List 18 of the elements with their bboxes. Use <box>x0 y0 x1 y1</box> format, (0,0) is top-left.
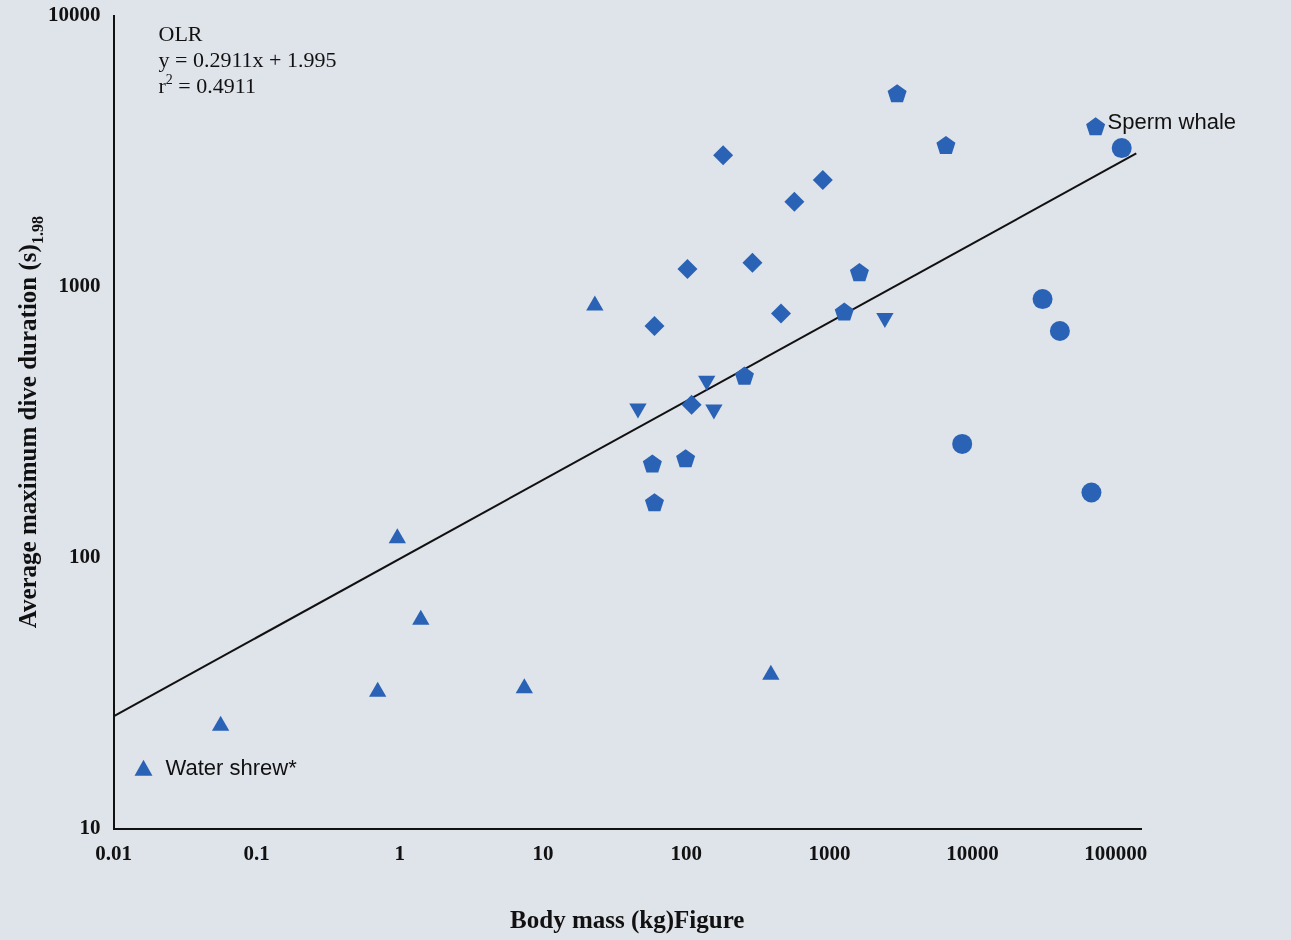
x-tick-label: 0.1 <box>243 840 270 865</box>
annotation: OLR <box>158 21 203 47</box>
y-tick-label: 10000 <box>48 2 101 27</box>
x-tick-label: 0.01 <box>95 840 132 865</box>
annotation: Sperm whale <box>1107 109 1237 135</box>
legend-label: Water shrew* <box>165 754 298 780</box>
annotation: y = 0.2911x + 1.995 <box>158 47 337 73</box>
y-tick-label: 1000 <box>58 273 101 298</box>
x-tick-label: 100000 <box>1084 840 1148 865</box>
x-tick-label: 1000 <box>808 840 851 865</box>
x-tick-label: 1 <box>394 840 406 865</box>
x-axis-title: Body mass (kg)Figure <box>510 906 745 935</box>
x-tick-label: 10 <box>532 840 554 865</box>
y-axis-title: Average maximum dive duration (s)1.98 <box>14 216 46 629</box>
x-tick-label: 10000 <box>946 840 999 865</box>
x-tick-label: 100 <box>670 840 702 865</box>
y-tick-label: 10 <box>79 815 101 840</box>
y-tick-label: 100 <box>69 544 101 569</box>
